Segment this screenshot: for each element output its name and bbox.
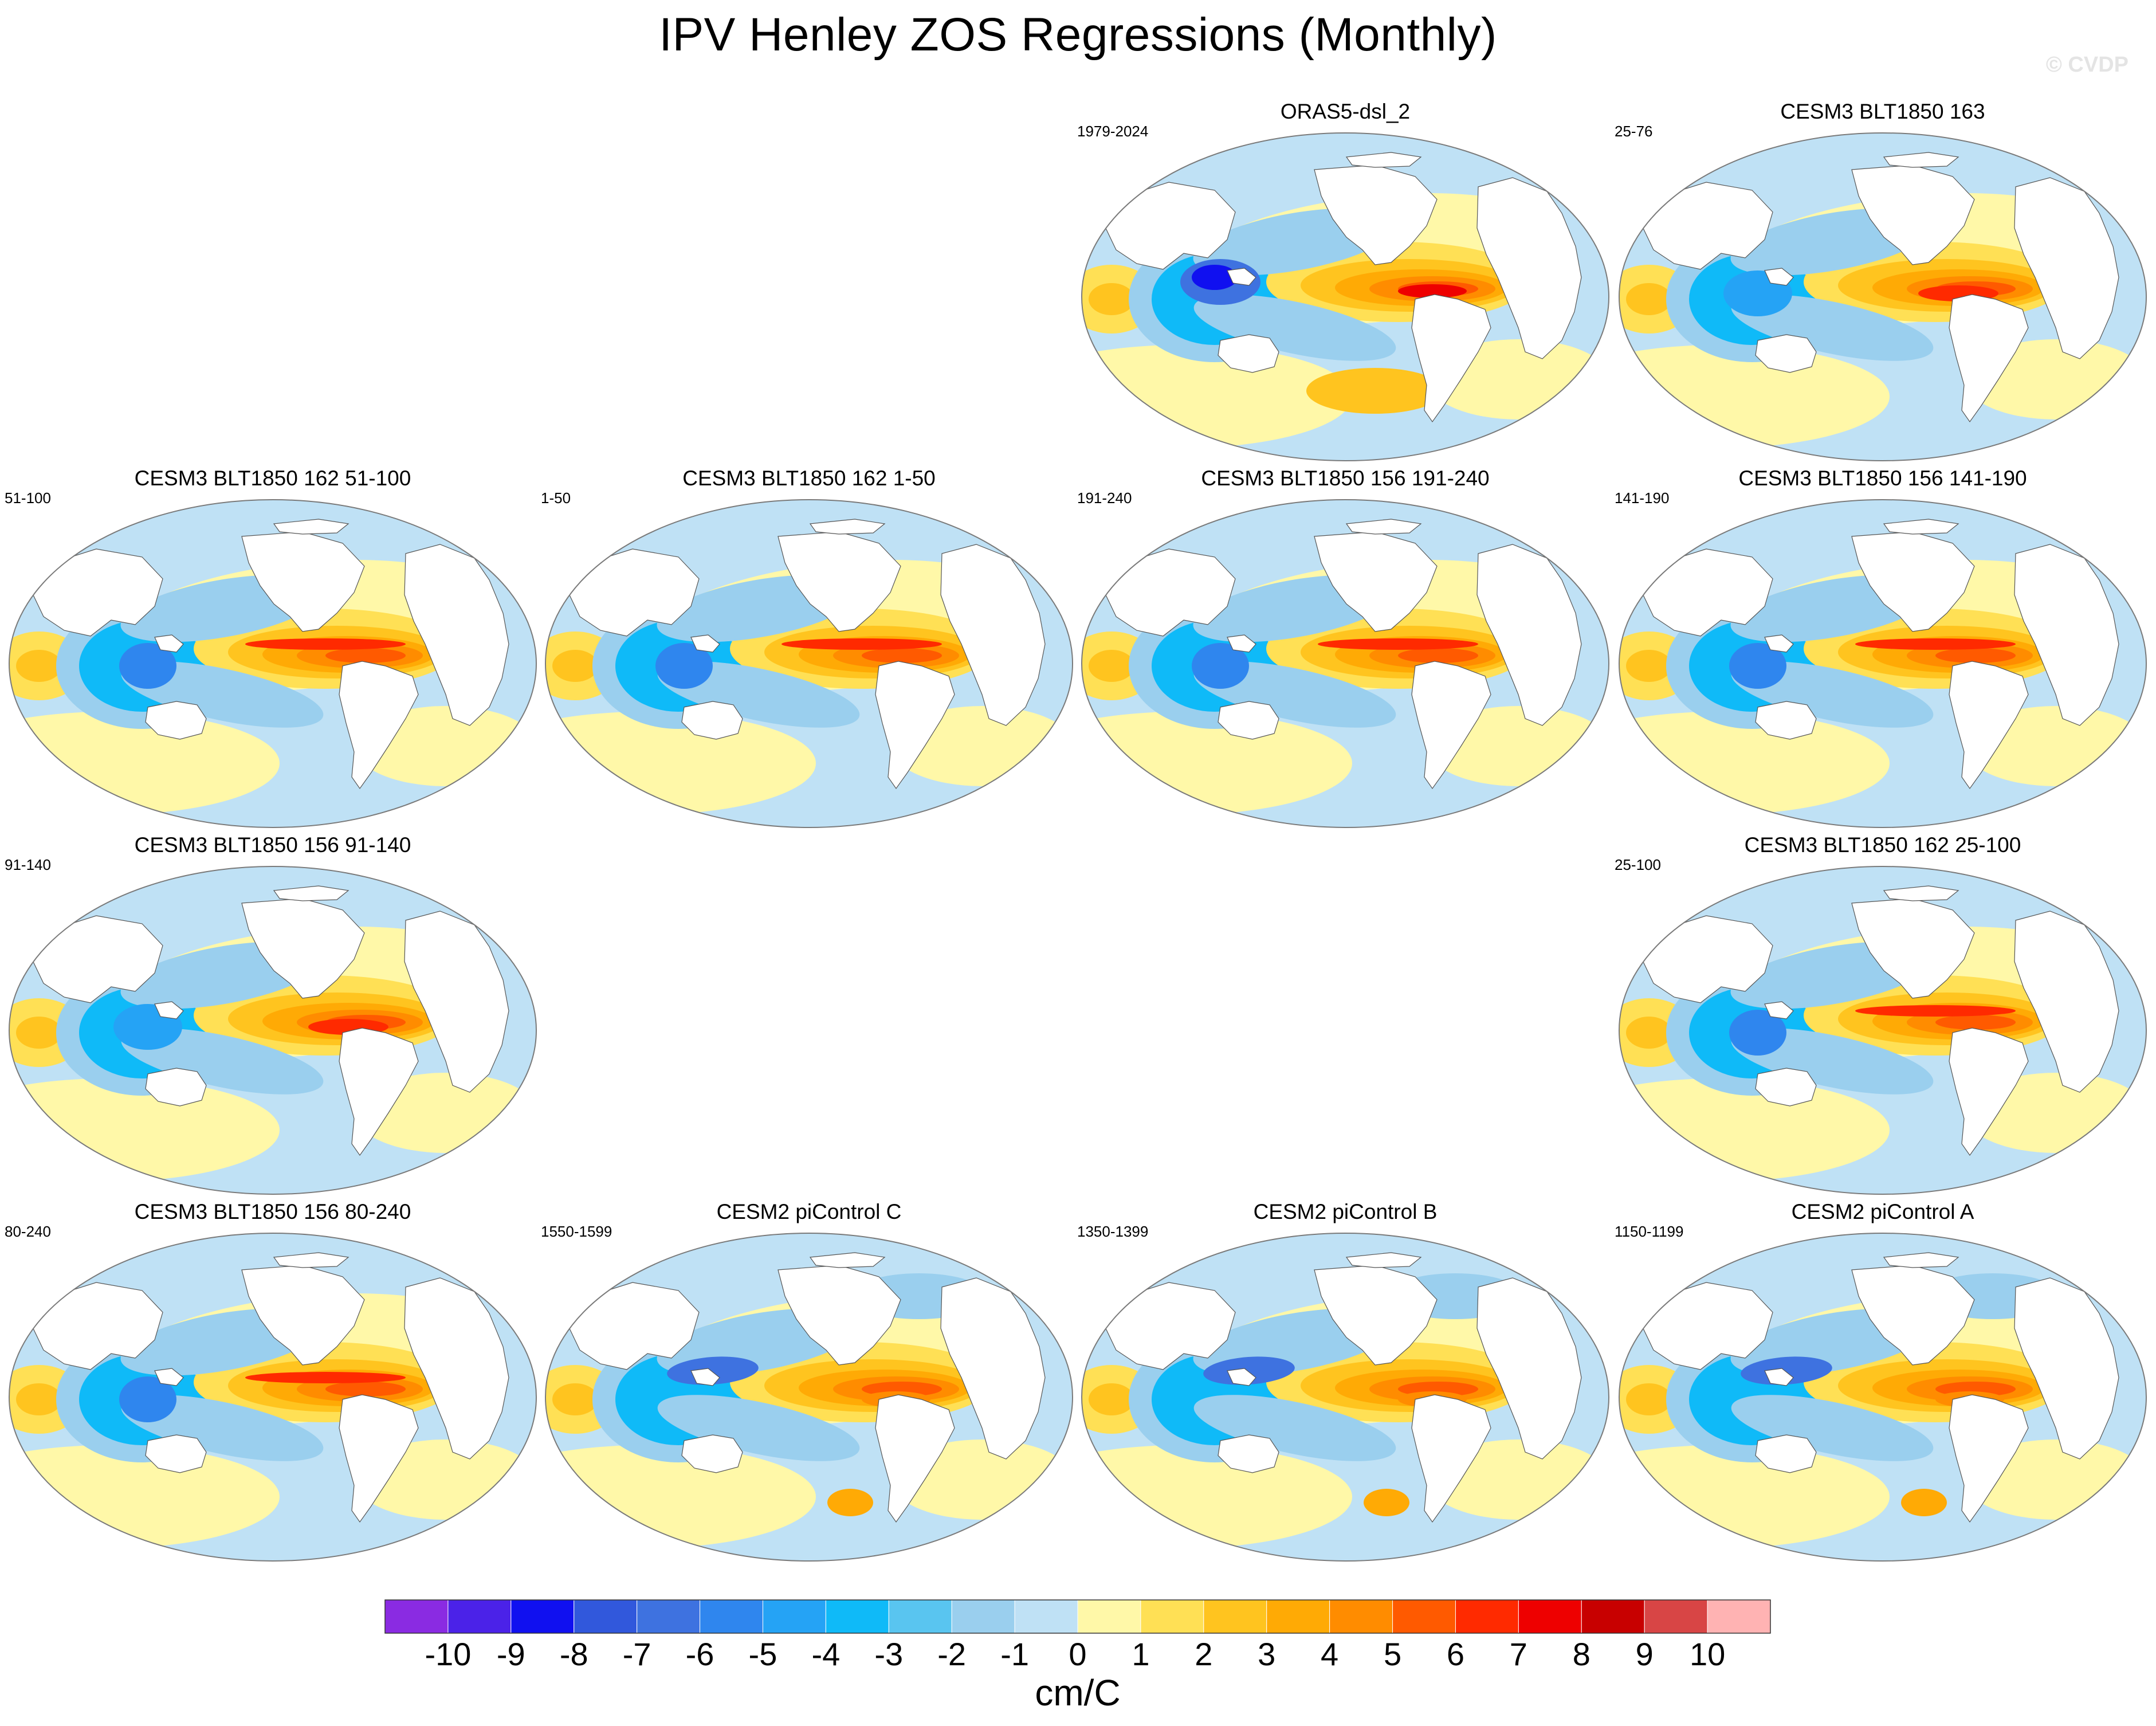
panel-cesm3-156-141-190: CESM3 BLT1850 156 141-190 141-190 [1615,466,2151,833]
panel-years: 1979-2024 [1077,123,1149,140]
regression-map [1619,1233,2147,1562]
panel-cesm3-162-51-100: CESM3 BLT1850 162 51-100 51-100 [5,466,541,833]
panel-title: CESM3 BLT1850 156 80-240 [134,1200,411,1223]
colorbar-tick-label: -3 [874,1636,903,1672]
colorbar-bin [1140,1599,1204,1634]
colorbar-tick-label: 7 [1510,1636,1527,1672]
panel-years: 141-190 [1615,489,1670,507]
colorbar-tick-label: 10 [1690,1636,1725,1672]
colorbar-tick-label: -1 [1000,1636,1029,1672]
panel-cesm3-162-25-100: CESM3 BLT1850 162 25-100 25-100 [1615,833,2151,1200]
colorbar-bin [825,1599,889,1634]
panel-years: 51-100 [5,489,51,507]
panel-cesm2-picontrol-a: CESM2 piControl A 1150-1199 [1615,1200,2151,1567]
colorbar-frame [384,1599,1771,1634]
colorbar-tick-label: 0 [1069,1636,1086,1672]
panel-oras5: ORAS5-dsl_2 1979-2024 [1077,100,1613,466]
panel-title: CESM2 piControl C [716,1200,902,1223]
colorbar-bin [1581,1599,1645,1634]
colorbar-tick-label: 6 [1447,1636,1464,1672]
colorbar-bin [1518,1599,1582,1634]
colorbar-tick-label: -10 [425,1636,471,1672]
panel-title: CESM3 BLT1850 162 51-100 [134,466,411,490]
colorbar-tick-label: -9 [497,1636,525,1672]
colorbar-tick-label: -6 [686,1636,714,1672]
colorbar-bin [888,1599,952,1634]
figure-title: IPV Henley ZOS Regressions (Monthly) [659,9,1497,61]
regression-map [9,499,537,828]
regression-map [1081,499,1609,828]
panel-cesm2-picontrol-c: CESM2 piControl C 1550-1599 [541,1200,1077,1567]
colorbar-bin [384,1599,449,1634]
regression-map [1619,132,2147,461]
panel-title: CESM2 piControl A [1791,1200,1974,1223]
colorbar-tick-label: 4 [1321,1636,1338,1672]
panel-cesm3-162-1-50: CESM3 BLT1850 162 1-50 1-50 [541,466,1077,833]
regression-map [545,499,1073,828]
colorbar-bin [1014,1599,1078,1634]
regression-map [1619,499,2147,828]
colorbar-tick-label: -7 [623,1636,651,1672]
panel-cesm3-163: CESM3 BLT1850 163 25-76 [1615,100,2151,466]
colorbar-bin [1644,1599,1708,1634]
colorbar-tick-label: 2 [1195,1636,1212,1672]
colorbar-tick-label: 8 [1573,1636,1591,1672]
panel-years: 1-50 [541,489,571,507]
colorbar-tick-label: 3 [1258,1636,1275,1672]
colorbar-bin [1266,1599,1330,1634]
regression-map [545,1233,1073,1562]
panel-years: 1550-1599 [541,1223,612,1240]
panel-cesm3-156-80-240: CESM3 BLT1850 156 80-240 80-240 [5,1200,541,1567]
colorbar-bin [447,1599,512,1634]
colorbar-tick-label: 5 [1384,1636,1401,1672]
colorbar-units-label: cm/C [1035,1672,1120,1713]
colorbar-bin [1707,1599,1771,1634]
colorbar-tick-label: -4 [811,1636,840,1672]
colorbar-bin [637,1599,701,1634]
panel-years: 191-240 [1077,489,1132,507]
colorbar-bin [1392,1599,1456,1634]
panel-years: 1150-1199 [1615,1223,1684,1240]
cvdp-watermark: © CVDP [2045,53,2128,77]
panel-title: CESM3 BLT1850 156 91-140 [134,833,411,857]
colorbar-tick-label: -5 [749,1636,777,1672]
colorbar-bin [700,1599,763,1634]
colorbar-bin [1455,1599,1519,1634]
colorbar-bin [1329,1599,1393,1634]
panel-title: CESM3 BLT1850 163 [1780,100,1985,123]
colorbar-tick-label: 1 [1132,1636,1149,1672]
colorbar-tick-label: -2 [937,1636,966,1672]
regression-map [9,866,537,1195]
panel-title: ORAS5-dsl_2 [1280,100,1411,123]
regression-map [1619,866,2147,1195]
panel-cesm3-156-191-240: CESM3 BLT1850 156 191-240 191-240 [1077,466,1613,833]
regression-map [1081,132,1609,461]
colorbar-bin [1077,1599,1141,1634]
panel-years: 1350-1399 [1077,1223,1149,1240]
panel-title: CESM3 BLT1850 156 191-240 [1201,466,1490,490]
panel-title: CESM2 piControl B [1253,1200,1438,1223]
panel-cesm2-picontrol-b: CESM2 piControl B 1350-1399 [1077,1200,1613,1567]
colorbar-tick-label: 9 [1636,1636,1654,1672]
colorbar-bin [762,1599,826,1634]
panel-years: 91-140 [5,856,51,873]
panel-title: CESM3 BLT1850 162 1-50 [682,466,936,490]
panel-title: CESM3 BLT1850 156 141-190 [1738,466,2027,490]
panel-years: 25-100 [1615,856,1661,873]
colorbar-tick-label: -8 [560,1636,588,1672]
panel-years: 80-240 [5,1223,51,1240]
panel-cesm3-156-91-140: CESM3 BLT1850 156 91-140 91-140 [5,833,541,1200]
panel-title: CESM3 BLT1850 162 25-100 [1744,833,2021,857]
regression-map [1081,1233,1609,1562]
colorbar-bin [510,1599,575,1634]
colorbar-bin [1203,1599,1267,1634]
panel-years: 25-76 [1615,123,1653,140]
colorbar-bin [574,1599,638,1634]
regression-map [9,1233,537,1562]
colorbar-bin [951,1599,1015,1634]
